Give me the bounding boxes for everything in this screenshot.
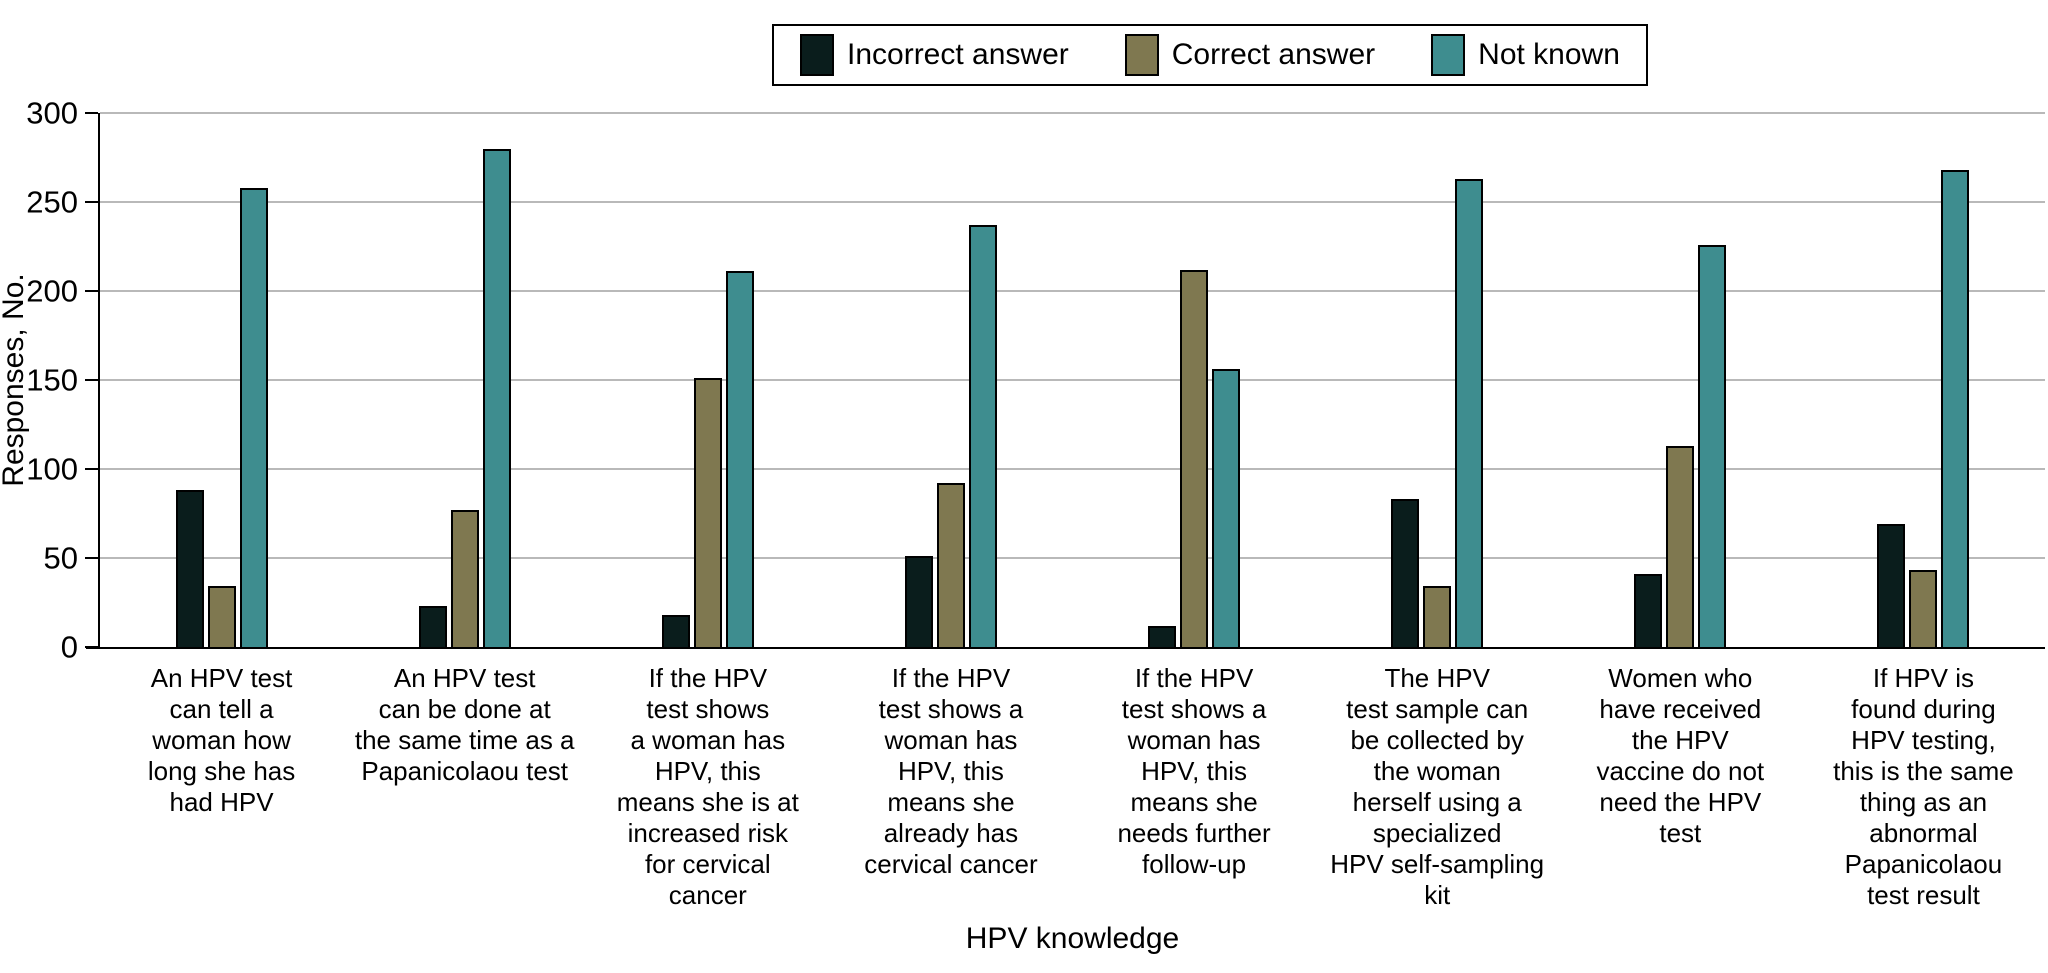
bar-correct-answer — [693, 378, 722, 647]
bar-correct-answer — [1909, 570, 1938, 647]
bar-group-5 — [1073, 113, 1316, 647]
bar-group-7 — [1559, 113, 1802, 647]
bar-not-known — [482, 148, 511, 647]
y-tick-label-0: 0 — [60, 629, 78, 665]
gridline-300 — [100, 112, 2045, 114]
bar-not-known — [968, 225, 997, 647]
y-axis-line — [98, 113, 100, 647]
bar-group-6 — [1316, 113, 1559, 647]
category-label-5: If the HPV test shows a woman has HPV, t… — [1117, 663, 1271, 879]
legend-item-incorrect-answer: Incorrect answer — [800, 34, 1069, 76]
bar-correct-answer — [207, 586, 236, 647]
y-tick-label-200: 200 — [26, 273, 78, 309]
y-tick-label-50: 50 — [43, 540, 78, 576]
y-tick-mark-200 — [85, 290, 98, 292]
legend-swatch-correct-answer — [1124, 34, 1159, 76]
bar-incorrect-answer — [1391, 499, 1420, 647]
gridline-150 — [100, 379, 2045, 381]
bar-group-2 — [343, 113, 586, 647]
category-label-2: An HPV test can be done at the same time… — [354, 663, 575, 786]
bar-not-known — [1698, 244, 1727, 647]
x-axis-labels: An HPV test can tell a woman how long sh… — [100, 663, 2045, 913]
y-tick-mark-100 — [85, 468, 98, 470]
category-label-6: The HPV test sample can be collected by … — [1330, 663, 1545, 910]
bar-incorrect-answer — [1148, 625, 1177, 647]
bar-group-4 — [829, 113, 1072, 647]
y-tick-mark-300 — [85, 112, 98, 114]
bar-incorrect-answer — [418, 606, 447, 647]
bar-incorrect-answer — [175, 490, 204, 647]
bar-correct-answer — [450, 509, 479, 647]
bar-not-known — [1941, 169, 1970, 647]
legend-swatch-incorrect-answer — [800, 34, 834, 76]
bar-correct-answer — [1666, 445, 1695, 647]
gridline-250 — [100, 201, 2045, 203]
legend-item-label: Not known — [1478, 38, 1620, 71]
y-tick-mark-250 — [85, 201, 98, 203]
x-axis-line — [86, 647, 2045, 649]
legend-box: Incorrect answer Correct answer Not know… — [772, 24, 1648, 86]
y-tick-label-150: 150 — [26, 362, 78, 398]
bar-not-known — [725, 271, 754, 647]
bar-not-known — [239, 187, 268, 647]
bar-correct-answer — [1180, 269, 1209, 647]
bar-group-3 — [586, 113, 829, 647]
bar-group-1 — [100, 113, 343, 647]
y-tick-label-100: 100 — [26, 451, 78, 487]
x-axis-title: HPV knowledge — [965, 922, 1180, 955]
y-tick-mark-150 — [85, 379, 98, 381]
bar-correct-answer — [936, 483, 965, 647]
category-label-8: If HPV is found during HPV testing, this… — [1833, 663, 2014, 910]
bar-incorrect-answer — [904, 556, 933, 647]
gridline-200 — [100, 290, 2045, 292]
legend-item-label: Correct answer — [1171, 38, 1376, 71]
y-tick-mark-50 — [85, 557, 98, 559]
legend-item-label: Incorrect answer — [847, 38, 1069, 71]
legend-item-correct-answer: Correct answer — [1124, 34, 1376, 76]
bar-incorrect-answer — [1877, 524, 1906, 647]
plot-area: 0 50 100 150 200 250 300 — [26, 98, 2045, 663]
category-label-3: If the HPV test shows a woman has HPV, t… — [616, 663, 799, 910]
gridline-50 — [100, 557, 2045, 559]
bar-not-known — [1455, 178, 1484, 647]
bar-incorrect-answer — [661, 614, 690, 647]
legend-swatch-not-known — [1431, 34, 1466, 76]
y-tick-label-300: 300 — [26, 95, 78, 131]
bar-incorrect-answer — [1634, 574, 1663, 647]
y-tick-mark-0 — [85, 646, 98, 648]
bar-correct-answer — [1423, 586, 1452, 647]
bar-group-8 — [1802, 113, 2045, 647]
legend-item-not-known: Not known — [1431, 34, 1620, 76]
bar-not-known — [1212, 369, 1241, 647]
category-label-7: Women who have received the HPV vaccine … — [1596, 663, 1765, 848]
gridline-100 — [100, 468, 2045, 470]
category-label-1: An HPV test can tell a woman how long sh… — [147, 663, 296, 817]
category-label-4: If the HPV test shows a woman has HPV, t… — [864, 663, 1038, 879]
y-tick-label-250: 250 — [26, 184, 78, 220]
